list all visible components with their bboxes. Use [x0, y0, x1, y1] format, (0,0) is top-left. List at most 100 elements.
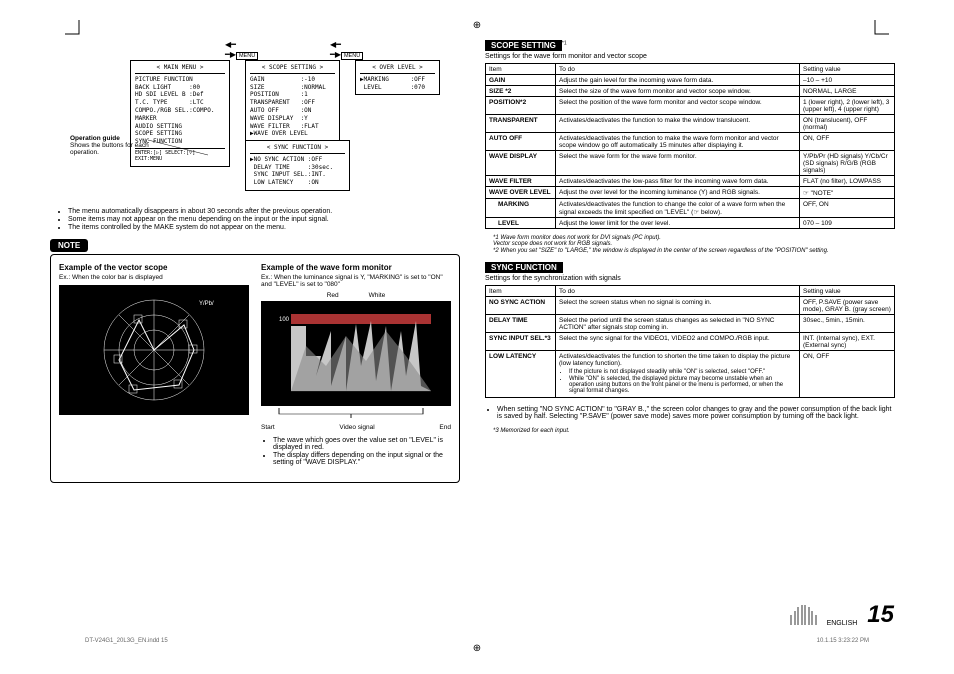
language-label: ENGLISH — [827, 620, 858, 627]
menu-items: ▶NO SYNC ACTION :OFF DELAY TIME :30sec. … — [250, 156, 345, 187]
table-header-row: Item To do Setting value — [486, 286, 895, 297]
item-cell: WAVE DISPLAY — [486, 151, 556, 176]
todo-cell: Adjust the gain level for the incoming w… — [556, 75, 800, 86]
table-row: WAVE OVER LEVELAdjust the over level for… — [486, 187, 895, 199]
th-todo: To do — [556, 64, 800, 75]
item-cell: AUTO OFF — [486, 133, 556, 151]
table-row: SYNC INPUT SEL.*3Select the sync signal … — [486, 333, 895, 351]
footnote: *1 Wave form monitor does not work for D… — [493, 235, 895, 247]
crop-mark-icon — [65, 20, 85, 42]
item-cell: LEVEL — [486, 218, 556, 229]
barcode-icon — [790, 605, 817, 625]
todo-cell: Activates/deactivates the function to ma… — [556, 133, 800, 151]
video-signal-label: Video signal — [339, 424, 374, 431]
table-row: GAINAdjust the gain level for the incomi… — [486, 75, 895, 86]
note-badge: NOTE — [50, 239, 88, 252]
table-row: LEVELAdjust the lower limit for the over… — [486, 218, 895, 229]
value-cell: OFF, P.SAVE (power save mode), GRAY B. (… — [800, 297, 895, 315]
todo-cell: Adjust the over level for the incoming l… — [556, 187, 800, 199]
menu-title: < MAIN MENU > — [135, 64, 225, 74]
th-value: Setting value — [800, 286, 895, 297]
note-section: NOTE Example of the vector scope Ex.: Wh… — [50, 239, 460, 483]
todo-cell: Activates/deactivates the function to ma… — [556, 115, 800, 133]
arrow-icon: ━▶MENU — [225, 50, 258, 60]
table-row: POSITION*2Select the position of the wav… — [486, 97, 895, 115]
todo-cell: Activates/deactivates the function to ch… — [556, 199, 800, 218]
item-cell: NO SYNC ACTION — [486, 297, 556, 315]
bullet-item: When setting "NO SYNC ACTION" to "GRAY B… — [497, 406, 895, 420]
red-label: Red — [327, 292, 339, 299]
todo-cell: Select the size of the wave form monitor… — [556, 86, 800, 97]
value-cell: 070 – 109 — [800, 218, 895, 229]
table-row: WAVE DISPLAYSelect the wave form for the… — [486, 151, 895, 176]
value-cell: 1 (lower right), 2 (lower left), 3 (uppe… — [800, 97, 895, 115]
footnote: *3 Memorized for each input. — [493, 428, 895, 434]
sync-footnote: *3 Memorized for each input. — [493, 428, 895, 434]
bullet-item: Some items may not appear on the menu de… — [68, 216, 460, 223]
svg-text:100: 100 — [279, 317, 290, 323]
arrow-icon: ◀━ — [225, 40, 236, 49]
pointer-line — [148, 140, 248, 160]
menu-flow-diagram: ◀━ ━▶MENU ◀━ ━▶MENU < MAIN MENU > PICTUR… — [50, 40, 460, 200]
menu-title: < SCOPE SETTING > — [250, 64, 335, 74]
registration-mark-icon: ⊕ — [473, 643, 481, 654]
todo-cell: Select the wave form for the wave form m… — [556, 151, 800, 176]
value-cell: OFF, ON — [800, 199, 895, 218]
todo-cell: Select the position of the wave form mon… — [556, 97, 800, 115]
item-cell: LOW LATENCY — [486, 351, 556, 398]
indd-timestamp: 10.1.15 3:23:22 PM — [817, 638, 869, 644]
scope-settings-table: Item To do Setting value GAINAdjust the … — [485, 63, 895, 229]
vector-title: Example of the vector scope — [59, 263, 249, 272]
operation-guide: Operation guide Shows the buttons for ea… — [70, 135, 150, 156]
table-row: LOW LATENCYActivates/deactivates the fun… — [486, 351, 895, 398]
bullet-item: The display differs depending on the inp… — [273, 452, 451, 466]
sub-bullet: While "ON" is selected, the displayed pi… — [569, 376, 796, 394]
sync-function-header: SYNC FUNCTION — [485, 262, 563, 273]
vector-subtitle: Ex.: When the color bar is displayed — [59, 274, 249, 281]
crop-mark-icon — [869, 20, 889, 42]
value-cell: –10 – +10 — [800, 75, 895, 86]
svg-text:Y/Pb/Pr: Y/Pb/Pr — [199, 301, 214, 307]
indd-filename: DT-V24G1_20L3G_EN.indd 15 — [85, 638, 168, 644]
menu-items: GAIN :-10 SIZE :NORMAL POSITION :1 TRANS… — [250, 76, 335, 138]
item-cell: WAVE OVER LEVEL — [486, 187, 556, 199]
table-row: WAVE FILTERActivates/deactivates the low… — [486, 176, 895, 187]
scope-footnotes: *1 Wave form monitor does not work for D… — [493, 235, 895, 254]
menu-title: < SYNC FUNCTION > — [250, 144, 345, 154]
waveform-display: 100 — [261, 301, 451, 406]
item-cell: POSITION*2 — [486, 97, 556, 115]
waveform-example: Example of the wave form monitor Ex.: Wh… — [261, 263, 451, 474]
op-guide-title: Operation guide — [70, 135, 120, 142]
sub-bullet: If the picture is not displayed steadily… — [569, 369, 796, 375]
registration-mark-icon: ⊕ — [473, 20, 481, 31]
table-row: NO SYNC ACTIONSelect the screen status w… — [486, 297, 895, 315]
scope-menu-box: < SCOPE SETTING > GAIN :-10 SIZE :NORMAL… — [245, 60, 340, 142]
value-cell: ☞ "NOTE" — [800, 187, 895, 199]
scope-desc: Settings for the wave form monitor and v… — [485, 53, 895, 60]
value-cell: 30sec., 5min., 15min. — [800, 315, 895, 333]
bracket-icon — [261, 408, 451, 420]
menu-title: < OVER LEVEL > — [360, 64, 435, 74]
value-cell: NORMAL, LARGE — [800, 86, 895, 97]
bullet-item: The items controlled by the MAKE system … — [68, 224, 460, 231]
item-cell: MARKING — [486, 199, 556, 218]
th-item: Item — [486, 64, 556, 75]
menu-badge: MENU — [236, 52, 258, 60]
bullet-item: The wave which goes over the value set o… — [273, 437, 451, 451]
arrow-icon: ◀━ — [330, 40, 341, 49]
item-cell: TRANSPARENT — [486, 115, 556, 133]
menu-badge: MENU — [341, 52, 363, 60]
arrow-icon: ━▶MENU — [330, 50, 363, 60]
table-row: TRANSPARENTActivates/deactivates the fun… — [486, 115, 895, 133]
value-cell: INT. (Internal sync), EXT. (External syn… — [800, 333, 895, 351]
item-cell: GAIN — [486, 75, 556, 86]
todo-cell: Activates/deactivates the function to sh… — [556, 351, 800, 398]
start-label: Start — [261, 424, 275, 431]
table-row: SIZE *2Select the size of the wave form … — [486, 86, 895, 97]
th-todo: To do — [556, 286, 800, 297]
wave-title: Example of the wave form monitor — [261, 263, 451, 272]
item-cell: WAVE FILTER — [486, 176, 556, 187]
todo-cell: Adjust the lower limit for the over leve… — [556, 218, 800, 229]
note-box: Example of the vector scope Ex.: When th… — [50, 254, 460, 483]
value-cell: ON, OFF — [800, 351, 895, 398]
